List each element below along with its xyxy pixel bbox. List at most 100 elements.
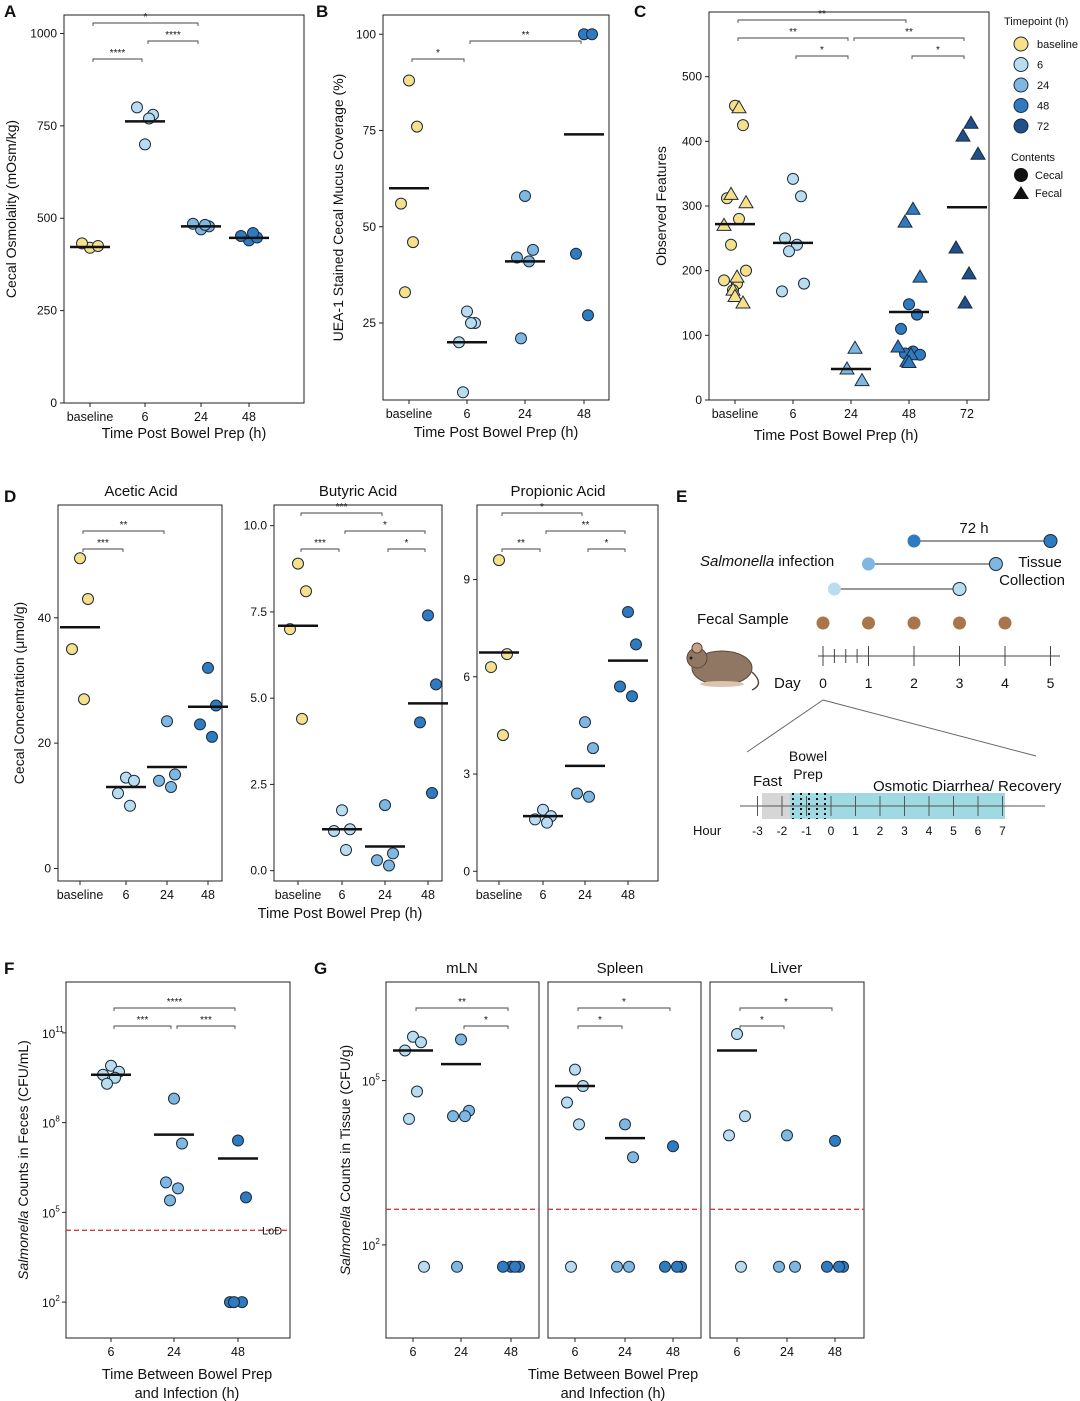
data-point [74,552,86,565]
data-point [579,716,591,729]
data-point [165,781,177,793]
significance-label: * [936,45,940,56]
y-tick-label: 50 [363,220,377,234]
y-tick-label: 0 [44,861,51,875]
y-tick-label: 100 [356,27,376,41]
data-point [497,1260,509,1273]
y-tick-label: 0 [695,393,702,407]
data-point [455,1033,467,1046]
data-point [829,1134,841,1147]
day-timeline: 0 1 2 3 4 5 [816,534,1060,691]
legend-swatch [1013,57,1029,72]
hour-timeline: Fast Bowel Prep Osmotic Diarrhea/ Recove… [693,699,1062,838]
data-point [336,804,348,817]
day-label: Day [774,675,801,692]
data-point [626,690,638,703]
y-tick-label: 2.5 [250,777,267,791]
data-point [571,787,583,800]
y-axis-label: Observed Features [653,146,669,266]
hour-tick-label: 0 [828,824,835,838]
data-point [718,274,730,287]
chart-d1: D Acetic Acid 0 20 40 baseline 6 24 48 Cecal Conc… [4,483,228,902]
x-tick-label: 6 [734,1345,741,1359]
fecal-sample-dot [998,616,1012,630]
lod-label: LoD [262,1225,282,1237]
data-point [296,712,308,725]
chart-f: F 102 105 108 1011 6 24 48 Salmonella Counts in … [4,959,291,1401]
y-axis-label-text: Counts in Tissue (CFU/g) [337,1045,353,1202]
y-tick-label: 9 [463,573,470,587]
legend-shape-triangle [1013,186,1029,199]
y-tick-label: 108 [42,1115,60,1131]
x-axis-label-line2: and Infection (h) [561,1386,666,1401]
data-point-fecal [905,201,921,215]
data-point [194,718,206,731]
x-tick-label: 48 [577,407,591,421]
data-point [619,1118,631,1131]
data-point [497,729,509,742]
data-point [172,1182,184,1195]
chart-c: C 0 100 200 300 400 500 baseline 6 24 48 72 Observed… [634,2,1078,444]
panel-label: F [4,959,14,978]
data-point [582,309,594,322]
data-point [371,854,383,867]
x-tick-label: 24 [378,888,392,902]
significance-bracket [113,1007,236,1011]
data-point [228,1296,240,1309]
data-point [153,774,165,787]
data-point [519,189,531,202]
data-point [139,138,151,151]
x-tick-label: 6 [108,1345,115,1359]
x-tick-label: 6 [790,407,797,421]
data-point [112,787,124,800]
panel-label: C [634,2,646,21]
data-point-fecal [731,99,747,114]
data-point-fecal [901,354,917,368]
data-point [403,74,415,87]
data-point [795,190,807,203]
legend-swatch [1013,118,1029,134]
data-point [407,236,419,249]
significance-bracket [469,40,582,44]
y-tick-label: 500 [37,211,57,225]
data-point [169,768,181,781]
data-point [723,1129,735,1142]
significance-bracket [411,58,465,62]
legend-label: 6 [1037,60,1043,72]
bowel-prep-label-1: Bowel [789,748,827,764]
y-tick-label: 500 [682,70,702,84]
significance-label: * [622,997,626,1008]
data-point [614,680,626,693]
y-axis-label-italic: Salmonella [15,1207,31,1280]
chart-g3: Liver 6 24 48 * * [709,960,865,1359]
significance-bracket [587,548,626,552]
fecal-sample-dot [953,616,966,630]
data-point [671,1260,683,1273]
day-tick-label: 3 [956,675,964,691]
significance-bracket [911,55,965,59]
data-point [403,1112,415,1125]
significance-label: * [598,1015,602,1026]
chart-b: B 25 50 75 100 baseline 6 24 48 UEA-1 Stained Cec… [316,2,610,441]
legend-swatch [1013,77,1029,93]
plot-frame [273,504,443,882]
significance-label: * [484,1015,488,1026]
significance-bracket [737,37,849,41]
data-point [199,218,211,231]
data-point [583,790,595,803]
data-point [422,609,434,622]
significance-label: ** [789,27,797,38]
y-tick-label: 1000 [30,26,57,40]
bowel-prep-dots [792,793,826,819]
significance-label: * [383,520,387,531]
data-point [739,1110,751,1123]
tissue-label-2: Collection [999,572,1065,589]
x-tick-label: 24 [167,1345,181,1359]
x-axis-label: Time Between Bowel Prep [102,1367,272,1383]
x-tick-label: 48 [902,407,916,421]
data-point [457,386,469,399]
significance-label: ** [818,9,826,20]
data-point [789,1260,801,1273]
y-tick-exponent: 8 [55,1115,60,1124]
